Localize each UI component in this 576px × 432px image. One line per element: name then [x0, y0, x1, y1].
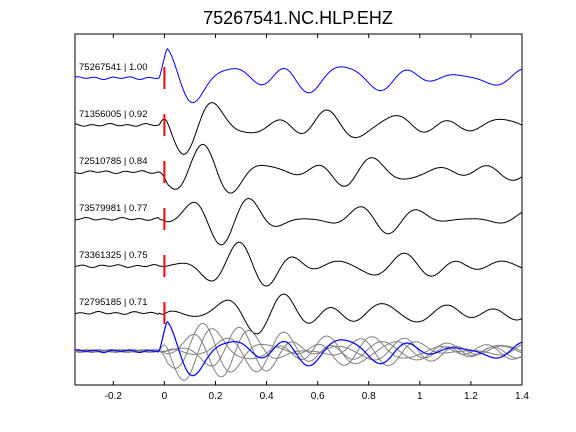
- x-tick-label: 0.4: [260, 391, 274, 402]
- x-tick-label: -0.2: [105, 391, 123, 402]
- x-tick-label: 0.2: [209, 391, 223, 402]
- trace-line-4: [74, 197, 523, 246]
- traces-layer: [74, 47, 523, 335]
- x-tick-label: 1: [417, 391, 423, 402]
- plot-axes-frame: [74, 33, 523, 386]
- trace-label-5: 73361325 | 0.75: [79, 250, 148, 261]
- trace-line-1: [74, 47, 523, 104]
- x-tick-label: 0.8: [362, 391, 376, 402]
- x-tick-label: 1.4: [515, 391, 529, 402]
- trace-label-4: 73579981 | 0.77: [79, 203, 148, 214]
- trace-label-3: 72510785 | 0.84: [79, 156, 148, 167]
- trace-label-6: 72795185 | 0.71: [79, 297, 148, 308]
- x-tick-label: 0: [162, 391, 168, 402]
- trace-line-2: [74, 102, 523, 155]
- stacked-overlay-layer: [74, 320, 523, 381]
- chart-title: 75267541.NC.HLP.EHZ: [203, 8, 393, 28]
- x-tick-label: 0.6: [311, 391, 325, 402]
- trace-label-1: 75267541 | 1.00: [79, 62, 148, 73]
- trace-label-2: 71356005 | 0.92: [79, 109, 148, 120]
- trace-labels-layer: 75267541 | 1.00 71356005 | 0.92 72510785 |…: [79, 62, 148, 308]
- trace-line-3: [74, 143, 523, 194]
- stack-reference-trace: [74, 320, 523, 377]
- trace-line-5: [74, 241, 523, 287]
- stack-overlay-trace-1: [74, 328, 523, 381]
- x-tick-label: 1.2: [464, 391, 478, 402]
- x-axis-ticks: -0.2 0 0.2 0.4 0.6 0.8 1 1.2 1.4: [105, 34, 529, 402]
- trace-line-6: [74, 293, 523, 335]
